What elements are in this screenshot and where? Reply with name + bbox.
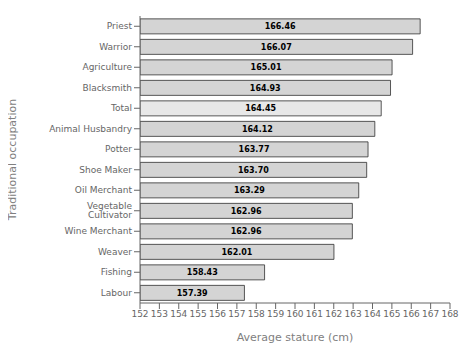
svg-text:159: 159 <box>267 309 284 319</box>
svg-text:157.39: 157.39 <box>177 289 208 298</box>
svg-text:Blacksmith: Blacksmith <box>82 83 132 93</box>
svg-text:167: 167 <box>422 309 439 319</box>
svg-text:162.96: 162.96 <box>231 227 262 236</box>
svg-text:162.96: 162.96 <box>231 207 262 216</box>
svg-text:166.07: 166.07 <box>261 43 292 52</box>
svg-text:153: 153 <box>151 309 168 319</box>
svg-text:Animal Husbandry: Animal Husbandry <box>49 124 133 134</box>
svg-text:Average stature (cm): Average stature (cm) <box>237 331 354 344</box>
svg-text:Potter: Potter <box>105 144 132 154</box>
svg-text:163.29: 163.29 <box>234 186 265 195</box>
svg-text:162: 162 <box>325 309 342 319</box>
svg-text:Agriculture: Agriculture <box>83 62 133 72</box>
svg-text:158: 158 <box>248 309 265 319</box>
svg-text:Priest: Priest <box>107 21 133 31</box>
svg-text:Shoe Maker: Shoe Maker <box>79 165 132 175</box>
svg-text:163.70: 163.70 <box>238 166 269 175</box>
svg-text:154: 154 <box>170 309 187 319</box>
svg-text:Total: Total <box>110 103 132 113</box>
svg-text:156: 156 <box>209 309 226 319</box>
svg-text:Labour: Labour <box>101 288 132 298</box>
svg-text:Wine Merchant: Wine Merchant <box>64 226 132 236</box>
svg-text:165: 165 <box>383 309 400 319</box>
svg-text:157: 157 <box>228 309 245 319</box>
svg-text:168: 168 <box>441 309 458 319</box>
svg-text:164.93: 164.93 <box>250 84 281 93</box>
svg-text:Oil Merchant: Oil Merchant <box>75 185 133 195</box>
svg-text:166: 166 <box>403 309 420 319</box>
svg-text:162.01: 162.01 <box>222 248 253 257</box>
svg-text:Weaver: Weaver <box>98 247 132 257</box>
svg-text:161: 161 <box>306 309 323 319</box>
svg-text:VegetableCultivator: VegetableCultivator <box>87 201 133 220</box>
svg-text:164.45: 164.45 <box>245 104 276 113</box>
svg-text:166.46: 166.46 <box>265 22 296 31</box>
svg-text:Warrior: Warrior <box>99 42 132 52</box>
svg-text:163: 163 <box>345 309 362 319</box>
svg-text:155: 155 <box>190 309 207 319</box>
svg-text:158.43: 158.43 <box>187 268 218 277</box>
svg-text:152: 152 <box>131 309 148 319</box>
svg-text:160: 160 <box>286 309 303 319</box>
svg-text:163.77: 163.77 <box>239 145 270 154</box>
svg-text:Fishing: Fishing <box>101 267 132 277</box>
svg-text:164: 164 <box>364 309 381 319</box>
svg-text:164.12: 164.12 <box>242 125 273 134</box>
svg-text:165.01: 165.01 <box>251 63 282 72</box>
svg-text:Traditional occupation: Traditional occupation <box>8 99 19 221</box>
